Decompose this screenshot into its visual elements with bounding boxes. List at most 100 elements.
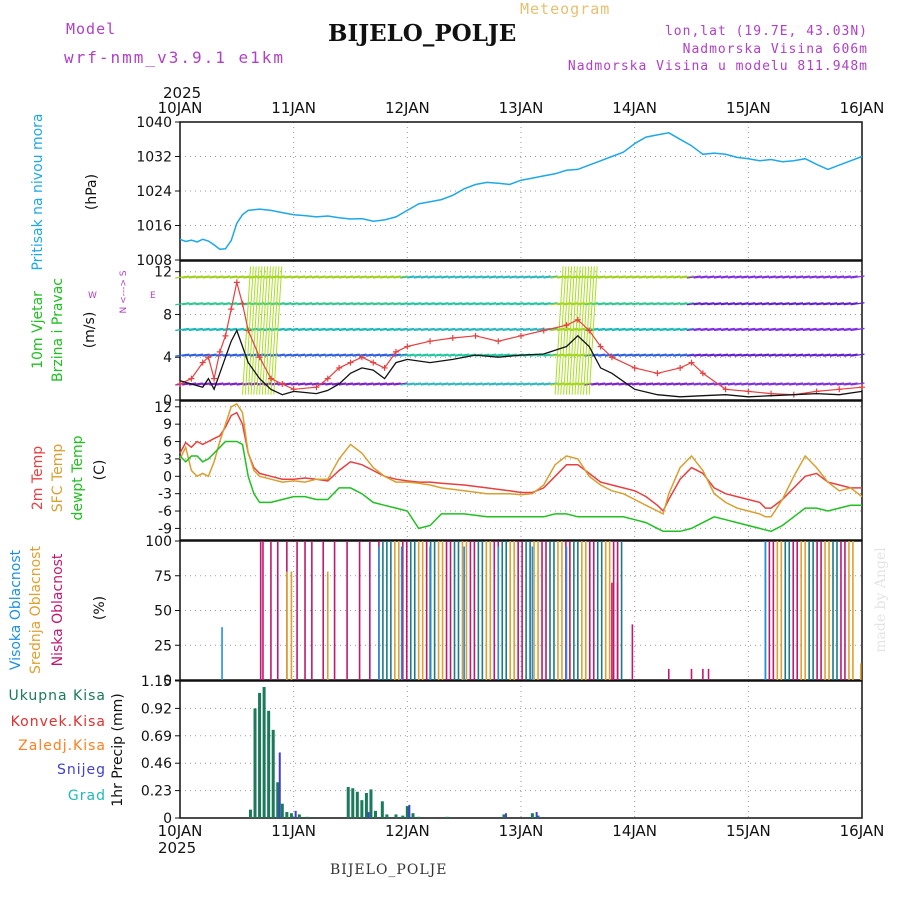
wind-barb <box>748 327 763 332</box>
wind-speed-line <box>179 328 863 398</box>
wind-barb <box>434 382 449 386</box>
wind-barb <box>311 353 326 357</box>
wind-barb <box>182 327 197 332</box>
wind-barb <box>441 275 456 279</box>
wind-barb <box>277 327 292 332</box>
precip-legend-item: Konvek.Kisa <box>11 714 106 730</box>
wind-barb <box>202 275 217 279</box>
wind-barb <box>304 327 319 332</box>
wind-barb <box>332 353 347 357</box>
wind-barb <box>741 302 756 306</box>
wind-barb <box>393 275 408 279</box>
wind-barb <box>836 353 851 357</box>
wind-barb <box>713 275 729 279</box>
wind-barb <box>659 353 674 357</box>
precip-total-bar <box>369 789 373 818</box>
wind-barb <box>645 302 660 306</box>
wind-barb <box>700 382 715 386</box>
wind-barb <box>836 302 851 306</box>
wind-barb <box>229 382 244 386</box>
wind-barb <box>829 353 845 357</box>
wind-gust-marker <box>631 364 638 371</box>
wind-barb <box>693 302 708 306</box>
wind-barb <box>379 353 394 357</box>
y-tick-label: 1.15 <box>141 674 172 690</box>
wind-barb <box>768 382 783 386</box>
wind-barb <box>509 275 524 279</box>
wind-barb <box>488 275 504 279</box>
precip-total-bar <box>253 708 257 818</box>
wind-barb <box>400 382 415 386</box>
wind-barb <box>413 382 429 386</box>
precip-total-bar <box>305 816 309 818</box>
y-tick-label: 0 <box>163 469 172 485</box>
wind-barb <box>598 302 613 306</box>
wind-barb <box>809 302 824 306</box>
wind-barb <box>379 302 394 306</box>
wind-barb <box>311 302 326 306</box>
wind-barb <box>216 302 231 306</box>
cloud-high-title: Visoka Oblacnost <box>8 549 24 670</box>
wind-barb <box>372 382 388 386</box>
wind-unit-label: (m/s) <box>82 312 98 349</box>
wind-barb <box>604 382 620 386</box>
wind-barb <box>338 327 354 332</box>
wind-gust-hatch <box>273 266 283 395</box>
wind-barb <box>809 327 824 332</box>
wind-barb <box>795 275 810 279</box>
wind-barb <box>195 353 210 357</box>
precip-total-bar <box>417 816 421 818</box>
wind-barb <box>434 275 449 279</box>
wind-barb <box>359 302 374 306</box>
wind-barb <box>413 275 429 279</box>
precip-total-bar <box>385 814 389 818</box>
wind-barb <box>400 327 415 332</box>
wind-barb <box>393 382 408 386</box>
wind-barb <box>802 353 817 357</box>
precip-total-bar <box>280 803 284 818</box>
precip-legend-item: Zaledj.Kisa <box>18 738 106 754</box>
wind-barb <box>632 327 647 332</box>
wind-gust-marker <box>518 332 524 339</box>
wind-barb <box>188 327 204 332</box>
wind-barb <box>850 353 865 357</box>
y-tick-label: 3 <box>163 452 172 468</box>
temp-dew-title: dewpt Temp <box>70 435 86 520</box>
wind-barb <box>195 327 210 332</box>
wind-barb <box>202 327 217 332</box>
wind-barb <box>543 275 558 279</box>
wind-barb <box>809 353 824 357</box>
wind-barb <box>338 302 354 306</box>
panel-frame <box>179 540 863 681</box>
wind-barb <box>482 275 497 279</box>
wind-barb <box>645 327 660 332</box>
wind-barb <box>413 327 429 332</box>
wind-barb <box>482 382 497 386</box>
wind-barb <box>202 302 217 306</box>
wind-barb <box>652 302 667 306</box>
wind-barb <box>325 382 340 386</box>
wind-barb <box>291 302 306 306</box>
wind-gust-marker <box>188 375 195 382</box>
wind-barb <box>345 327 360 332</box>
wind-barb <box>843 353 858 357</box>
wind-barb <box>195 382 210 386</box>
wind-barb <box>795 382 810 386</box>
wind-barb <box>604 302 620 306</box>
y-tick-label: 1016 <box>136 219 172 235</box>
temp-series-line-2 <box>179 402 863 518</box>
wind-barb <box>850 327 865 332</box>
wind-gust-marker <box>563 322 570 329</box>
wind-barb <box>270 275 285 279</box>
credit-label: made by Angel <box>873 547 889 653</box>
wind-barb <box>598 382 613 386</box>
wind-barb <box>516 275 531 279</box>
wind-barb <box>209 327 224 332</box>
wind-barb <box>611 353 626 357</box>
wind-barb <box>666 302 681 306</box>
y-tick-label: -9 <box>158 521 172 537</box>
wind-barb <box>823 275 838 279</box>
model-elevation-info: Nadmorska Visina u modelu 811.948m <box>567 59 868 74</box>
wind-barb <box>748 275 763 279</box>
wind-barb <box>427 327 442 332</box>
